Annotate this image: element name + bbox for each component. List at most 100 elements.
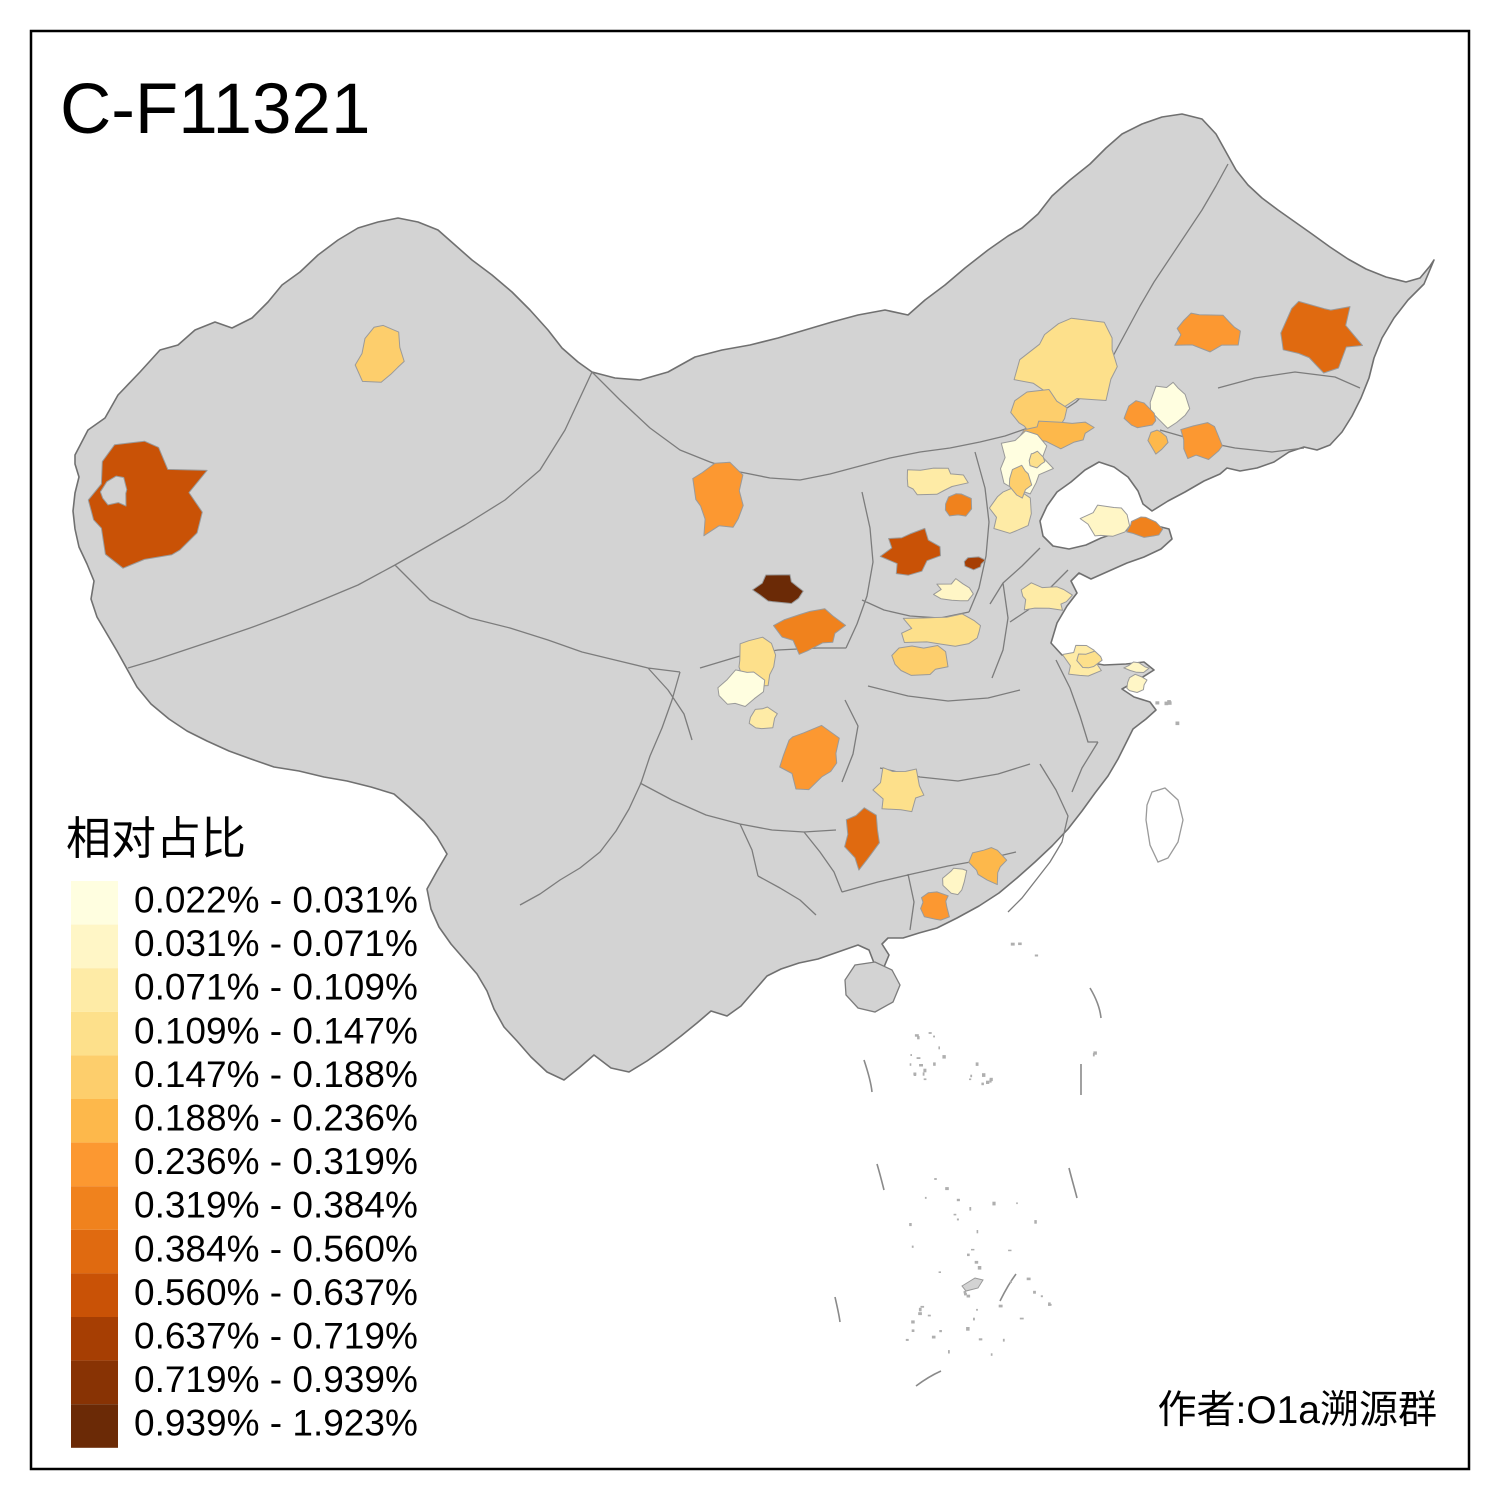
island-dot [1092,1053,1095,1057]
map-region [1013,317,1118,409]
legend-swatch [71,1317,118,1361]
island-dot [1002,1338,1005,1342]
map-region [1123,400,1157,429]
legend-swatch [71,1142,118,1187]
legend-swatch [71,924,118,969]
island-dot [969,1078,972,1081]
map-region [752,574,804,604]
author-credit: 作者:O1a溯源群 [1157,1389,1437,1432]
island-dot [990,1353,993,1356]
island-dot [948,1350,950,1354]
map-region [872,767,925,813]
map-region [906,467,969,496]
island-dot [1034,1220,1037,1224]
island-dot [982,1073,986,1077]
legend-swatch [71,1273,118,1317]
taiwan-island [1145,787,1184,863]
legend-label: 0.939% - 1.923% [134,1403,418,1444]
island-dot [928,1032,932,1034]
legend-swatch [71,1360,118,1405]
island-dot [956,1198,960,1202]
island-dot [919,1064,923,1067]
island-dot [1033,1290,1036,1294]
island-dot [977,1266,982,1270]
island-dot [909,1223,912,1227]
map-region [1147,429,1169,455]
island-dot [1168,701,1172,705]
map-title: C-F11321 [60,70,370,149]
island-dot [978,1338,983,1341]
island-dot [1093,1051,1097,1055]
map-region [1126,673,1148,693]
island-dot [971,1248,975,1251]
legend-label: 0.188% - 0.236% [134,1098,418,1139]
province-borders [127,163,1361,931]
island-dot [905,1338,909,1341]
map-region [844,807,880,871]
island-dot [976,1308,978,1311]
legend-label: 0.031% - 0.071% [134,923,418,964]
legend-swatch [71,968,118,1012]
legend-label: 0.236% - 0.319% [134,1141,418,1182]
island-dot [1164,701,1169,706]
island-dot [942,1055,946,1059]
island-dot [969,1207,972,1211]
map-region [717,669,766,707]
island-dot [981,1082,984,1086]
macclesfield-bank [961,1277,984,1292]
legend-label: 0.071% - 0.109% [134,967,418,1008]
island-dot [934,1178,937,1180]
legend-label: 0.384% - 0.560% [134,1228,418,1269]
map-region [1076,650,1103,669]
island-dot [1008,1249,1012,1252]
island-dot [938,1271,941,1273]
map-region [1017,420,1095,450]
map-region [933,578,974,602]
legend-label: 0.719% - 0.939% [134,1359,418,1400]
island-dot [1175,721,1180,726]
island-dot [989,1079,992,1083]
island-dot [922,1072,925,1076]
island-dot [911,1329,915,1332]
map-region [1123,661,1150,673]
legend-swatch [71,1011,118,1056]
island-dot [1019,1317,1024,1320]
island-dot [911,1320,915,1324]
island-dot [1048,1302,1051,1306]
map-region [891,645,949,676]
map-region [1149,381,1191,429]
map-region [944,493,973,517]
colored-regions-layer [87,300,1363,921]
island-dot [923,1068,927,1073]
island-dot [975,1062,979,1066]
island-dot [933,1035,935,1038]
map-region [748,706,778,730]
island-dot [909,1063,912,1066]
map-region [692,461,744,537]
island-dot [924,1196,927,1199]
island-dot [998,1304,1003,1308]
map-region [1180,422,1223,460]
island-dot [1026,1277,1031,1281]
island-dot [914,1034,919,1037]
map-region [1008,464,1033,499]
map-region [942,867,968,896]
island-dot [938,1046,940,1050]
island-dot [1167,700,1171,703]
map-region [920,891,950,921]
hainan-island [844,961,901,1013]
map-region [879,527,941,576]
legend-swatch [71,1099,118,1143]
island-dot [1034,954,1039,957]
island-dot [992,1201,996,1206]
map-region [1079,504,1131,537]
island-dot [1016,1202,1018,1205]
island-dot [966,1327,970,1331]
island-dot [973,1317,975,1321]
island-dot [1155,701,1160,705]
legend-swatch [71,1404,118,1448]
island-dot [1009,1280,1012,1283]
island-dot [918,1312,922,1316]
legend-label: 0.022% - 0.031% [134,880,418,921]
